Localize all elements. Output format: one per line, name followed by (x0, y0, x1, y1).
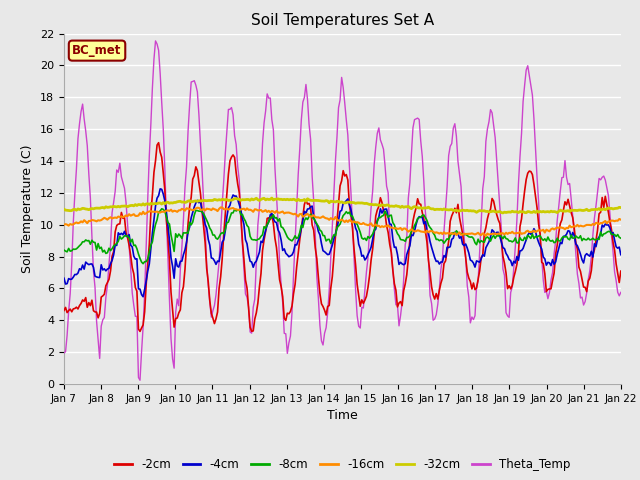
Y-axis label: Soil Temperature (C): Soil Temperature (C) (22, 144, 35, 273)
X-axis label: Time: Time (327, 409, 358, 422)
Title: Soil Temperatures Set A: Soil Temperatures Set A (251, 13, 434, 28)
Legend: -2cm, -4cm, -8cm, -16cm, -32cm, Theta_Temp: -2cm, -4cm, -8cm, -16cm, -32cm, Theta_Te… (109, 454, 575, 476)
Text: BC_met: BC_met (72, 44, 122, 57)
